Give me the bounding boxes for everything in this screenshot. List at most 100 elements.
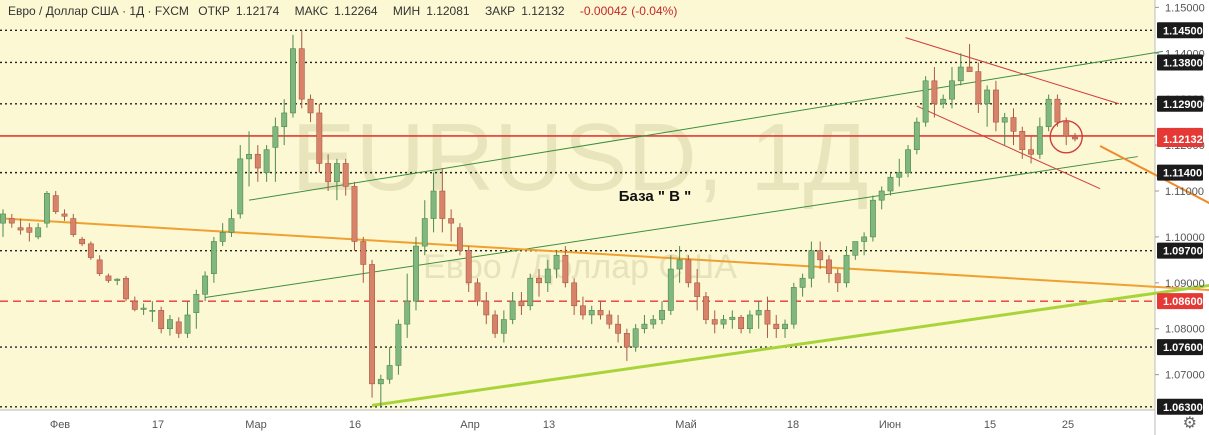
candle-body (404, 300, 411, 325)
candle-body (26, 227, 33, 233)
candle-body (834, 273, 841, 284)
candle-body (1001, 117, 1008, 123)
level-badge-bg (1157, 95, 1203, 112)
candle-body (377, 378, 384, 385)
candle-body (87, 243, 94, 258)
y-tick-label: 1.10000 (1165, 232, 1205, 244)
level-price-badge: 1.14500 (1157, 22, 1203, 39)
trendline-channel-upper-green (248, 50, 1163, 201)
candle-body (333, 163, 340, 183)
candle-body (237, 158, 244, 215)
candle-body (808, 250, 815, 279)
candle-body (852, 241, 859, 256)
candle-body (167, 319, 173, 330)
level-badge-label: 1.11400 (1163, 168, 1202, 180)
x-tick-label: Фев (50, 419, 70, 431)
candle-body (228, 218, 235, 233)
level-badge-label: 1.06300 (1163, 402, 1203, 414)
open-label: ОТКР (198, 4, 230, 18)
candle-body (184, 314, 191, 334)
candle-body (597, 310, 604, 316)
x-tick-label: 15 (984, 419, 996, 431)
candle-body (500, 319, 507, 334)
close-number: 1.12132 (521, 4, 565, 18)
watermark-ticker: EURUSD, 1Д (291, 104, 868, 211)
candle-body (175, 321, 182, 334)
annotation-label: База " В " (619, 188, 691, 205)
candle-body (562, 254, 569, 284)
candle-body (1010, 117, 1017, 132)
candle-body (623, 333, 630, 348)
candle-body (158, 310, 165, 330)
level-price-badge: 1.09700 (1157, 242, 1203, 259)
candle-body (931, 80, 938, 105)
candle-body (290, 48, 296, 114)
candle-body (544, 268, 551, 284)
candle-body (131, 300, 138, 310)
candle-body (1072, 136, 1078, 140)
candle-body (123, 277, 129, 300)
level-price-badge: 1.07600 (1157, 339, 1203, 356)
candle-body (694, 282, 701, 297)
candle-body (509, 300, 516, 320)
candle-body (720, 319, 727, 325)
candle-body (861, 236, 868, 242)
level-badge-bg (1157, 398, 1203, 415)
candle-body (606, 314, 613, 325)
candle-body (0, 213, 6, 224)
candle-body (817, 250, 824, 261)
open-number: 1.12174 (235, 4, 280, 18)
candle-body (632, 328, 639, 348)
x-tick-label: Мар (245, 419, 267, 431)
high-label: МАКС (294, 4, 329, 18)
level-price-badge: 1.13800 (1157, 54, 1203, 71)
candle-body (773, 323, 780, 330)
candle-body (325, 163, 332, 183)
candle-body (703, 296, 709, 320)
candle-body (246, 153, 252, 160)
candle-body (553, 254, 560, 270)
trendline-red-channel-lower (916, 105, 1101, 190)
x-tick-label: Июн (879, 419, 901, 431)
level-badge-bg (1157, 242, 1203, 259)
close-value: ЗАКР 1.12132 (485, 4, 571, 18)
low-label: МИН (392, 4, 421, 18)
forecast-arrow (1099, 145, 1209, 205)
candle-body (738, 316, 745, 330)
level-price-badge: 1.11400 (1157, 164, 1203, 181)
candle-body (782, 323, 788, 330)
candle-body (1028, 149, 1035, 155)
candle-body (395, 323, 402, 366)
candle-body (1019, 131, 1026, 150)
candle-body (887, 176, 894, 192)
candle-body (905, 149, 911, 173)
candle-body (571, 282, 578, 307)
symbol-title: Евро / Доллар США · 1Д · FXCM (8, 4, 189, 18)
level-badge-bg (1157, 54, 1203, 71)
candle-body (351, 186, 358, 242)
candle-body (711, 319, 718, 325)
candle-body (650, 319, 657, 325)
level-badge-label: 1.14500 (1163, 25, 1203, 37)
candle-body (17, 227, 24, 231)
level-price-badge: 1.12132 (1157, 131, 1203, 148)
candle-body (263, 149, 270, 173)
candle-body (360, 241, 367, 265)
y-tick-label: 1.09000 (1165, 278, 1205, 290)
level-badge-label: 1.12900 (1163, 99, 1203, 111)
gear-icon[interactable]: ⚙ (1182, 415, 1197, 432)
level-badge-bg (1157, 131, 1203, 148)
candle-body (949, 80, 955, 100)
candle-body (975, 71, 982, 105)
candle-body (518, 300, 525, 307)
level-badge-bg (1157, 293, 1203, 310)
candle-body (492, 314, 499, 334)
candle-body (536, 277, 542, 284)
candle-body (456, 227, 463, 251)
candle-body (746, 314, 753, 330)
candle-body (79, 238, 86, 245)
level-price-badge: 1.06300 (1157, 398, 1203, 415)
candle-body (984, 89, 991, 105)
